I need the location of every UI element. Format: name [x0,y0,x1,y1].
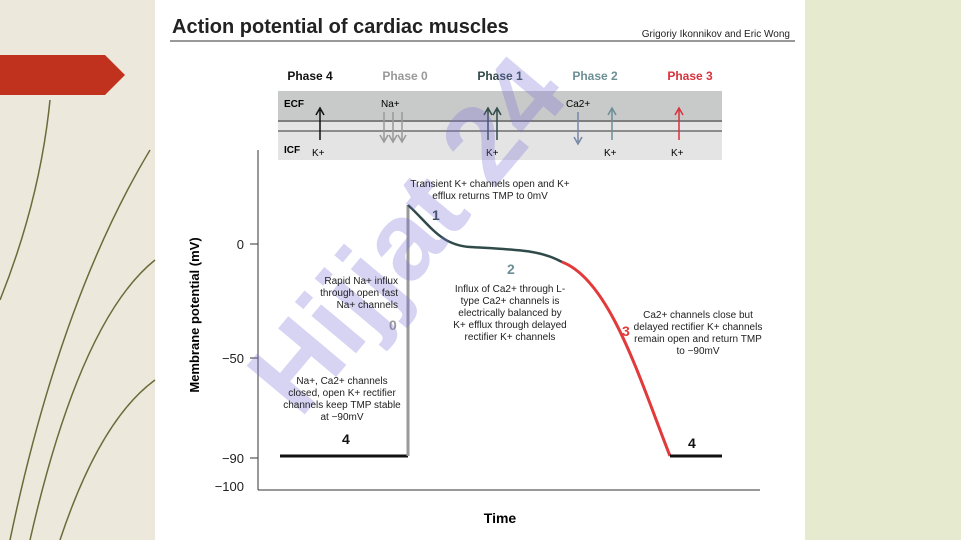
annotation: Rapid Na+ influx through open fast Na+ c… [320,276,398,311]
red-arrow [0,55,125,95]
authors: Grigoriy Ikonnikov and Eric Wong [642,29,790,40]
y-tick-label: −100 [215,479,244,494]
ion: K+ [671,148,684,159]
phase-number: 0 [389,317,397,333]
phase-number: 2 [507,261,515,277]
y-tick-label: 0 [237,237,244,252]
annotation: Influx of Ca2+ through L-type Ca2+ chann… [453,284,567,343]
annotation: Na+, Ca2+ channels closed, open K+ recti… [283,376,401,423]
ion: Na+ [381,99,400,110]
y-title: Membrane potential (mV) [187,237,202,392]
annotation: Ca2+ channels close but delayed rectifie… [633,310,763,357]
x-title: Time [484,510,517,526]
ion: K+ [312,148,325,159]
ion: K+ [486,148,499,159]
right-panel [805,0,961,540]
icf-label: ICF [284,145,300,156]
phase-number: 3 [622,323,630,339]
y-tick-label: −50 [222,351,244,366]
ion: K+ [604,148,617,159]
phase: Phase 3 [667,69,713,83]
phase: Phase 1 [477,69,523,83]
phase-number: 4 [688,435,696,451]
phase: Phase 0 [382,69,428,83]
annotation: Transient K+ channels open and K+ efflux… [410,179,570,202]
title: Action potential of cardiac muscles [172,16,509,38]
phase3-line [561,260,672,457]
phase-number: 4 [342,431,350,447]
icf-band [278,122,722,160]
ecf-label: ECF [284,99,304,110]
plateau-line [407,204,563,264]
ion-arrows [315,106,684,146]
ecf-band [278,91,722,122]
ion: Ca2+ [566,99,590,110]
y-ticks [250,243,258,459]
phase: Phase 4 [287,69,333,83]
y-tick-label: −90 [222,451,244,466]
phase-number: 1 [432,207,440,223]
phase: Phase 2 [572,69,618,83]
decor-lines [0,99,156,540]
